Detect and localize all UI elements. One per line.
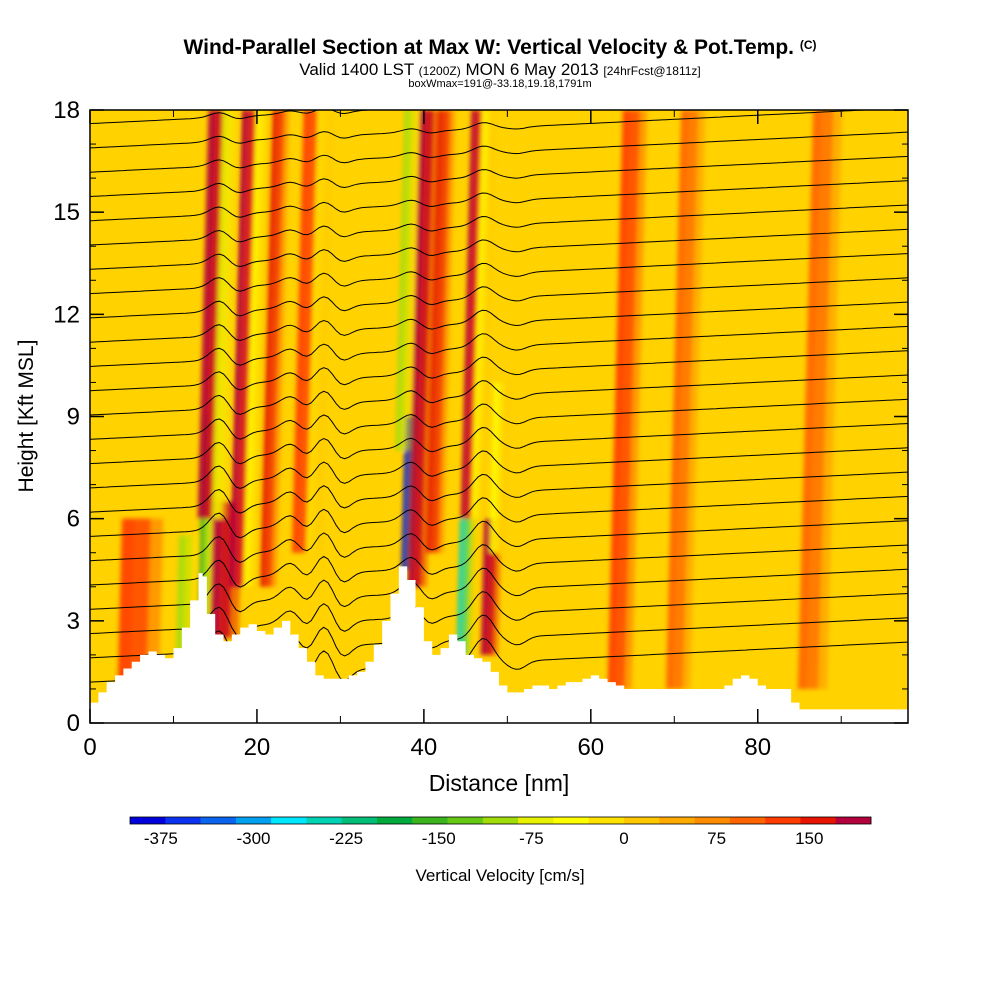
x-tick-label: 60: [577, 734, 604, 761]
velocity-band-edge: [216, 110, 238, 519]
x-axis: 0 20 40 60 80: [83, 110, 842, 761]
velocity-band-edge: [615, 110, 648, 689]
velocity-band-edge: [494, 382, 509, 553]
colorbar-swatch: [482, 817, 519, 824]
y-axis-label: Height [Kft MSL]: [15, 340, 38, 493]
colorbar-tick-label: 0: [619, 829, 628, 848]
colorbar-tick-label: -225: [329, 829, 363, 848]
colorbar-swatch: [377, 817, 413, 824]
plot-area: [90, 110, 908, 723]
colorbar: -375 -300 -225 -150 -75 0 75 150: [129, 816, 872, 848]
theta-contour: [90, 398, 908, 440]
velocity-band-edge: [248, 110, 271, 587]
y-tick-label: 3: [67, 608, 80, 635]
colorbar-swatch: [659, 817, 695, 824]
colorbar-tick-label: -375: [144, 829, 178, 848]
theta-contour: [90, 374, 908, 416]
colorbar-swatch: [694, 817, 731, 824]
colorbar-swatch: [624, 817, 660, 824]
colorbar-swatch: [447, 817, 484, 824]
colorbar-tick-label: 150: [795, 829, 823, 848]
theta-contour: [90, 110, 875, 149]
colorbar-swatch: [729, 817, 766, 824]
theta-contour: [90, 301, 908, 343]
x-tick-label: 40: [411, 734, 438, 761]
chart-title: Wind-Parallel Section at Max W: Vertical…: [183, 36, 817, 59]
velocity-field: [117, 110, 843, 689]
theta-contour: [90, 423, 908, 465]
colorbar-swatch: [765, 817, 801, 824]
velocity-band-edge: [310, 110, 333, 553]
theta-contour: [90, 110, 379, 125]
y-tick-label: 18: [53, 97, 80, 124]
theta-contour: [90, 495, 908, 539]
theta-contour: [90, 277, 908, 319]
x-axis-label: Distance [nm]: [429, 770, 570, 796]
colorbar-swatch: [130, 817, 166, 824]
colorbar-swatch: [412, 817, 448, 824]
y-tick-label: 9: [67, 404, 80, 431]
theta-contour: [90, 253, 908, 295]
x-tick-label: 20: [244, 734, 271, 761]
colorbar-tick-label: -300: [236, 829, 270, 848]
colorbar-tick-label: -75: [519, 829, 544, 848]
y-tick-label: 0: [67, 710, 80, 737]
velocity-band-edge: [264, 110, 289, 587]
theta-contour: [90, 325, 908, 367]
x-tick-label: 80: [744, 734, 771, 761]
velocity-band-edge: [460, 518, 475, 655]
velocity-band-edge: [475, 110, 495, 519]
colorbar-swatch: [835, 817, 872, 824]
velocity-band-edge: [400, 110, 420, 451]
y-axis: 0 3 6 9 12 15 18: [53, 97, 908, 737]
colorbar-swatch: [588, 817, 625, 824]
colorbar-swatch: [518, 817, 554, 824]
theta-contour: [90, 520, 908, 563]
copyright-mark: (C): [799, 38, 817, 52]
y-tick-label: 15: [53, 199, 80, 226]
colorbar-tick-label: -150: [422, 829, 456, 848]
theta-contour: [90, 447, 908, 490]
colorbar-swatch: [235, 817, 272, 824]
velocity-band-edge: [431, 110, 456, 553]
theta-contour: [90, 228, 908, 270]
theta-contour: [90, 204, 908, 246]
theta-contour: [90, 180, 908, 222]
colorbar-swatch: [165, 817, 201, 824]
theta-contour: [90, 155, 908, 197]
colorbar-swatch: [200, 817, 237, 824]
theta-contour: [90, 350, 908, 392]
theta-contour: [90, 567, 908, 613]
terrain: [90, 566, 908, 723]
velocity-band-edge: [806, 110, 843, 689]
chart-subtitle: Valid 1400 LST (1200Z) MON 6 May 2013 [2…: [299, 60, 701, 79]
y-tick-label: 6: [67, 506, 80, 533]
theta-contour: [90, 544, 908, 588]
colorbar-swatch: [553, 817, 590, 824]
theta-contour: [90, 471, 908, 514]
colorbar-swatch: [306, 817, 343, 824]
velocity-band-edge: [130, 518, 164, 689]
colorbar-swatch: [271, 817, 307, 824]
colorbar-swatch: [341, 817, 378, 824]
colorbar-frame: [129, 816, 872, 825]
velocity-band-edge: [673, 110, 706, 689]
chart-box-info: boxWmax=191@-33.18,19.18,1791m: [408, 78, 592, 90]
y-tick-label: 12: [53, 301, 80, 328]
theta-contour: [90, 131, 908, 173]
theta-contour: [90, 614, 908, 662]
colorbar-label: Vertical Velocity [cm/s]: [415, 866, 584, 885]
x-tick-label: 0: [83, 734, 96, 761]
theta-contour: [90, 591, 908, 637]
colorbar-swatch: [800, 817, 837, 824]
colorbar-tick-label: 75: [707, 829, 726, 848]
